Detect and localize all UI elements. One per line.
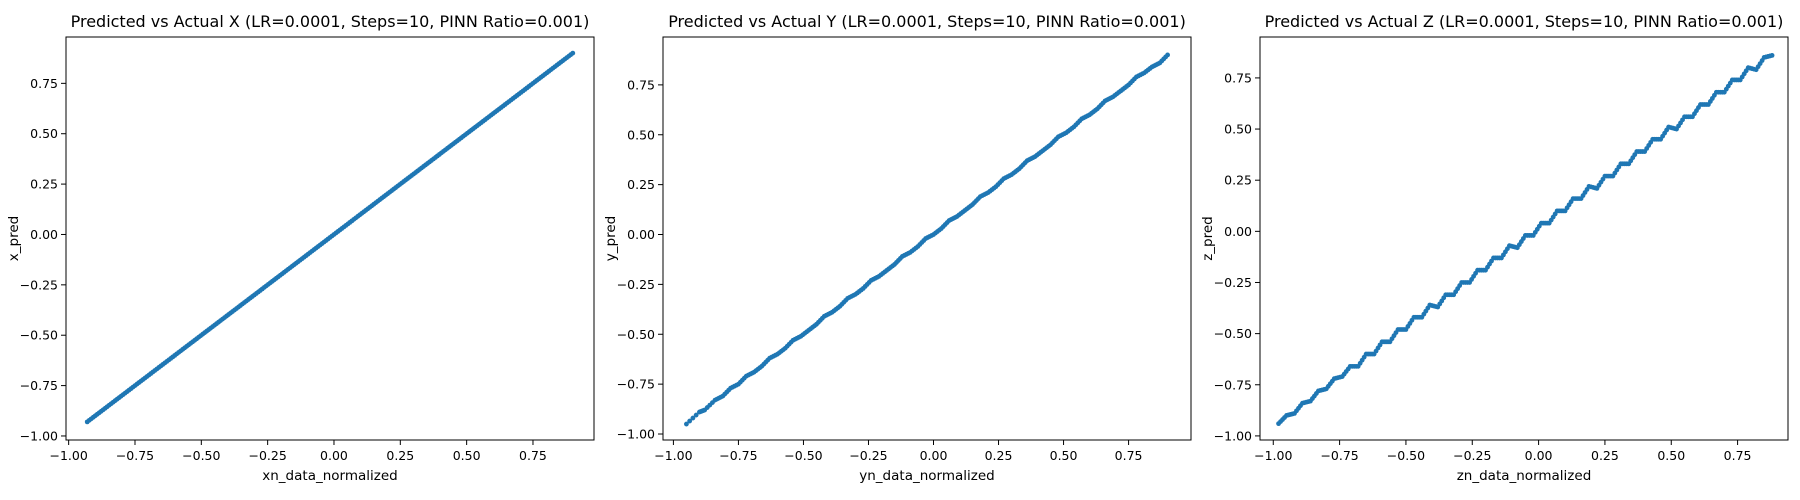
x-tick-label: −0.25 — [849, 448, 887, 463]
scatter-points — [684, 52, 1170, 427]
x-tick-label: 0.00 — [920, 448, 948, 463]
data-point — [693, 412, 699, 418]
scatter-points — [1276, 53, 1775, 427]
chart-panel: Predicted vs Actual Z (LR=0.0001, Steps=… — [1200, 12, 1789, 484]
x-tick-label: 0.25 — [386, 448, 414, 463]
x-tick-label: 0.50 — [453, 448, 481, 463]
data-point — [1769, 53, 1775, 58]
data-point — [690, 415, 696, 421]
data-point — [570, 50, 576, 56]
axes-frame — [65, 36, 595, 441]
y-tick-label: 0.50 — [627, 127, 655, 142]
y-axis-label: x_pred — [6, 216, 22, 261]
y-tick-label: −0.75 — [20, 378, 58, 393]
x-tick-label: −0.25 — [1453, 448, 1491, 463]
x-tick-label: −0.75 — [1320, 448, 1358, 463]
y-tick-label: −0.25 — [1214, 275, 1252, 290]
x-tick-label: −0.75 — [116, 448, 154, 463]
y-tick-label: −0.25 — [20, 277, 58, 292]
axes-frame — [662, 36, 1192, 441]
x-axis-label: xn_data_normalized — [262, 468, 397, 484]
y-tick-label: 0.75 — [30, 76, 58, 91]
x-tick-label: 0.25 — [1591, 448, 1619, 463]
chart-title: Predicted vs Actual Z (LR=0.0001, Steps=… — [1265, 12, 1784, 31]
x-tick-label: 0.50 — [1657, 448, 1685, 463]
y-tick-label: 0.00 — [30, 227, 58, 242]
y-tick-label: 0.25 — [30, 177, 58, 192]
x-tick-label: 0.00 — [1525, 448, 1553, 463]
y-tick-label: −1.00 — [1214, 428, 1252, 443]
y-tick-label: 0.25 — [1224, 173, 1252, 188]
y-axis-label: z_pred — [1200, 216, 1216, 261]
y-tick-label: −1.00 — [20, 428, 58, 443]
x-tick-label: −1.00 — [49, 448, 87, 463]
y-tick-label: −0.25 — [617, 277, 655, 292]
x-tick-label: −0.75 — [719, 448, 757, 463]
x-axis-label: zn_data_normalized — [1457, 468, 1592, 484]
data-point — [687, 418, 693, 424]
y-tick-label: 0.50 — [30, 126, 58, 141]
x-tick-label: 0.75 — [1724, 448, 1752, 463]
y-tick-label: 0.00 — [627, 227, 655, 242]
x-axis-label: yn_data_normalized — [859, 468, 994, 484]
x-tick-label: −1.00 — [654, 448, 692, 463]
x-tick-label: 0.75 — [1115, 448, 1143, 463]
x-tick-label: −0.50 — [784, 448, 822, 463]
x-tick-label: −0.50 — [182, 448, 220, 463]
y-tick-label: 0.75 — [1224, 70, 1252, 85]
chart-title: Predicted vs Actual X (LR=0.0001, Steps=… — [71, 12, 590, 31]
y-tick-label: −1.00 — [617, 427, 655, 442]
y-tick-label: 0.50 — [1224, 122, 1252, 137]
x-tick-label: 0.00 — [320, 448, 348, 463]
y-tick-label: −0.75 — [617, 377, 655, 392]
scatter-points — [84, 50, 576, 425]
y-tick-label: 0.00 — [1224, 224, 1252, 239]
x-tick-label: 0.50 — [1050, 448, 1078, 463]
y-tick-label: 0.25 — [627, 177, 655, 192]
chart-title: Predicted vs Actual Y (LR=0.0001, Steps=… — [668, 12, 1186, 31]
data-point — [1165, 52, 1170, 58]
chart-panel: Predicted vs Actual Y (LR=0.0001, Steps=… — [603, 12, 1192, 484]
y-axis-label: y_pred — [603, 216, 619, 261]
y-tick-label: −0.50 — [617, 327, 655, 342]
y-tick-label: −0.75 — [1214, 377, 1252, 392]
x-tick-label: −1.00 — [1254, 448, 1292, 463]
y-tick-label: −0.50 — [20, 328, 58, 343]
y-tick-label: 0.75 — [627, 77, 655, 92]
x-tick-label: −0.25 — [248, 448, 286, 463]
x-tick-label: −0.50 — [1387, 448, 1425, 463]
data-point — [684, 421, 689, 427]
chart-panel: Predicted vs Actual X (LR=0.0001, Steps=… — [6, 12, 595, 484]
x-tick-label: 0.75 — [519, 448, 547, 463]
x-tick-label: 0.25 — [985, 448, 1013, 463]
y-tick-label: −0.50 — [1214, 326, 1252, 341]
axes-frame — [1259, 36, 1789, 441]
